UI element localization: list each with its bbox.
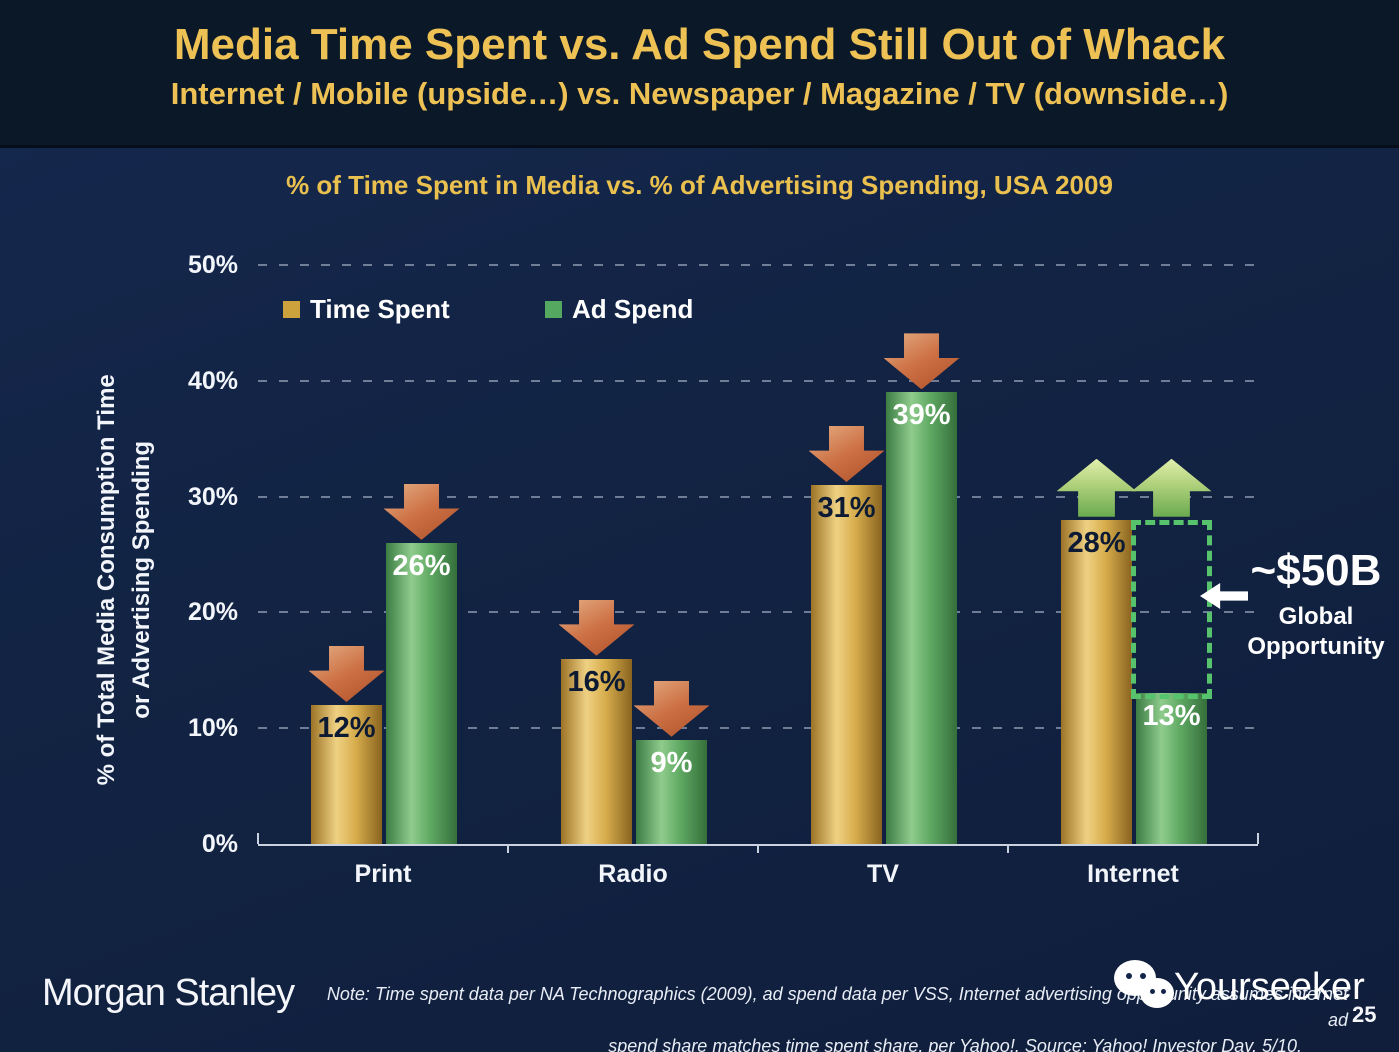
y-axis-title: % of Total Media Consumption Time or Adv…: [93, 374, 155, 786]
bar-print-time-spent: 12%: [311, 705, 382, 844]
bar-tv-time-spent: 31%: [811, 485, 882, 844]
watermark-text: Yourseeker: [1174, 965, 1365, 1008]
bar-value-label: 13%: [1142, 700, 1201, 733]
y-axis-tick-label: 50%: [187, 251, 238, 279]
down-arrow-icon: [558, 599, 635, 656]
x-axis-tick: [1257, 833, 1259, 844]
bar-internet-time-spent: 28%: [1061, 519, 1132, 844]
ad-spend-swatch: [545, 301, 562, 318]
plot-area: 0% 10% 20% 30% 40% 50% 12% 26% Print 16% 9% Radio 31…: [188, 251, 1259, 888]
bar-value-label: 31%: [817, 492, 876, 525]
down-arrow-icon: [883, 333, 960, 390]
category-label-print: Print: [354, 860, 412, 888]
wechat-icon: [1112, 958, 1174, 1016]
up-arrow-icon: [1056, 458, 1137, 517]
bar-radio-time-spent: 16%: [561, 658, 632, 844]
bar-value-label: 9%: [650, 746, 693, 779]
category-label-radio: Radio: [598, 860, 668, 888]
y-axis-tick-label: 0%: [201, 830, 238, 858]
opportunity-dashed-box: [1131, 519, 1212, 700]
category-label-internet: Internet: [1087, 860, 1179, 888]
watermark: Yourseeker: [1112, 958, 1365, 1016]
y-axis-tick-label: 40%: [187, 366, 238, 395]
y-axis-tick-label: 20%: [187, 598, 238, 627]
gridline: [258, 727, 1258, 730]
bar-group-internet: 28% 13% Internet: [1008, 267, 1258, 888]
opportunity-annotation: ~$50B Global Opportunity: [1236, 546, 1396, 662]
page-number: 25: [1352, 1002, 1377, 1027]
bar-group-print: 12% 26% Print: [258, 267, 508, 888]
down-arrow-icon: [808, 426, 885, 483]
source-note-line2: spend share matches time spent share, pe…: [608, 1036, 1302, 1052]
time-spent-swatch: [283, 301, 300, 318]
gridline: [258, 611, 1258, 614]
morgan-stanley-logo: Morgan Stanley: [42, 972, 295, 1014]
bar-tv-ad-spend: 39%: [886, 392, 957, 844]
bar-value-label: 12%: [317, 712, 376, 745]
legend-label-ad-spend: Ad Spend: [572, 294, 694, 324]
legend-label-time-spent: Time Spent: [310, 294, 450, 324]
down-arrow-icon: [308, 646, 385, 703]
category-label-tv: TV: [867, 860, 899, 888]
up-arrow-icon: [1131, 458, 1212, 517]
gridline: [258, 264, 1258, 266]
chart-title: % of Time Spent in Media vs. % of Advert…: [286, 170, 1113, 200]
source-note: Note: Time spent data per NA Technograph…: [320, 981, 1348, 1052]
legend-item-time-spent: Time Spent: [283, 294, 450, 325]
slide-header: Media Time Spent vs. Ad Spend Still Out …: [0, 0, 1399, 145]
bar-print-ad-spend: 26%: [386, 542, 457, 844]
x-axis-tick: [507, 844, 509, 853]
bar-group-tv: 31% 39% TV: [758, 267, 1008, 888]
opportunity-label: Global Opportunity: [1247, 603, 1385, 660]
x-axis-tick: [1007, 844, 1009, 853]
source-note-line1: Note: Time spent data per NA Technograph…: [326, 984, 1348, 1030]
bar-value-label: 26%: [392, 549, 451, 582]
bar-value-label: 28%: [1067, 526, 1126, 559]
bar-value-label: 39%: [892, 399, 951, 432]
bar-radio-ad-spend: 9%: [636, 739, 707, 844]
gridline: [258, 495, 1258, 498]
down-arrow-icon: [633, 680, 710, 737]
gridline: [258, 379, 1258, 382]
bar-group-radio: 16% 9% Radio: [508, 267, 758, 888]
slide-title: Media Time Spent vs. Ad Spend Still Out …: [173, 20, 1226, 69]
x-axis-tick: [757, 844, 759, 853]
bar-internet-ad-spend: 13%: [1136, 693, 1207, 844]
down-arrow-icon: [383, 483, 460, 540]
opportunity-value: ~$50B: [1250, 546, 1382, 595]
x-axis-tick: [257, 833, 259, 844]
y-axis-tick-label: 30%: [187, 482, 238, 511]
slide-subtitle: Internet / Mobile (upside…) vs. Newspape…: [170, 76, 1229, 111]
legend-item-ad-spend: Ad Spend: [545, 294, 693, 325]
y-axis-tick-label: 10%: [187, 714, 238, 743]
bar-value-label: 16%: [567, 665, 626, 698]
